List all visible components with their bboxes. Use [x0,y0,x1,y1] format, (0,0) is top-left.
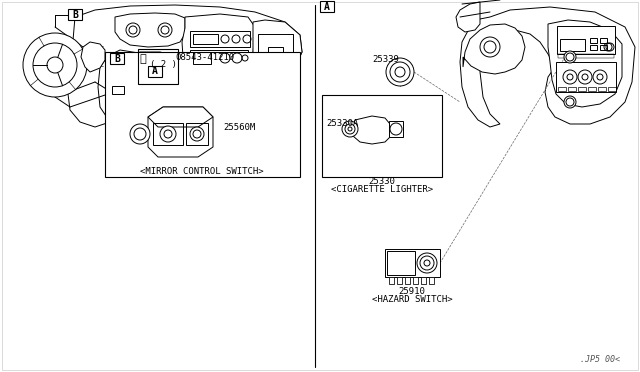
Bar [590,45,597,50]
Bar [405,277,410,284]
Polygon shape [150,72,210,162]
Text: B: B [114,54,120,64]
Polygon shape [115,13,185,47]
Text: <MIRROR CONTROL SWITCH>: <MIRROR CONTROL SWITCH> [140,167,264,176]
Bar [556,62,616,92]
Text: A: A [152,67,158,77]
Bar [558,54,614,58]
Text: 25330: 25330 [369,177,396,186]
Circle shape [564,96,576,108]
Bar [578,87,586,91]
Circle shape [160,126,176,142]
Bar [389,277,394,284]
Bar [68,9,82,20]
Bar [320,1,334,12]
Text: 25330A: 25330A [326,119,358,128]
Bar [112,86,124,94]
Bar [598,87,606,91]
Bar [588,87,596,91]
Polygon shape [463,24,525,74]
Polygon shape [148,107,213,157]
Bar [108,77,153,97]
Polygon shape [456,2,480,32]
Circle shape [386,58,414,86]
Bar [193,52,211,64]
Bar [105,52,300,177]
Bar [258,34,293,64]
Bar [600,38,607,43]
Polygon shape [81,42,105,72]
Text: <HAZARD SWITCH>: <HAZARD SWITCH> [372,295,452,305]
Bar [421,277,426,284]
Bar [322,95,442,177]
Text: A: A [324,1,330,12]
Bar [110,53,124,64]
Bar [397,277,402,284]
Circle shape [130,124,150,144]
Bar [162,122,198,140]
Bar [387,251,415,275]
Bar [193,34,218,44]
Polygon shape [548,20,622,107]
Polygon shape [98,50,168,132]
Bar [148,66,162,77]
Bar [413,277,418,284]
Bar [608,87,616,91]
Bar [568,87,576,91]
Text: ( 2 ): ( 2 ) [150,61,177,70]
Circle shape [564,51,576,63]
Circle shape [190,127,204,141]
Bar [429,277,434,284]
Polygon shape [182,14,255,70]
Circle shape [342,121,358,137]
Bar [190,31,250,47]
Bar [385,249,440,277]
Bar [138,49,178,84]
Circle shape [417,253,437,273]
Bar [190,50,248,66]
Polygon shape [148,107,213,127]
Polygon shape [460,7,635,127]
Bar [560,39,585,51]
Text: 08543-41210: 08543-41210 [175,54,234,62]
Bar [186,123,208,145]
Text: Ⓢ: Ⓢ [140,54,147,64]
Bar [153,123,183,145]
Bar [389,121,403,137]
Text: .JP5 00<: .JP5 00< [580,355,620,363]
Polygon shape [68,5,302,127]
Text: 25910: 25910 [399,286,426,295]
Text: 25560M: 25560M [223,122,255,131]
Bar [558,87,566,91]
Polygon shape [253,20,302,77]
Circle shape [23,33,87,97]
Text: B: B [72,10,78,19]
Polygon shape [352,116,390,144]
Text: <CIGARETTE LIGHTER>: <CIGARETTE LIGHTER> [331,186,433,195]
Bar [590,38,597,43]
Bar [557,26,615,54]
Text: 25339: 25339 [372,55,399,64]
Bar [268,47,283,52]
Bar [600,45,607,50]
